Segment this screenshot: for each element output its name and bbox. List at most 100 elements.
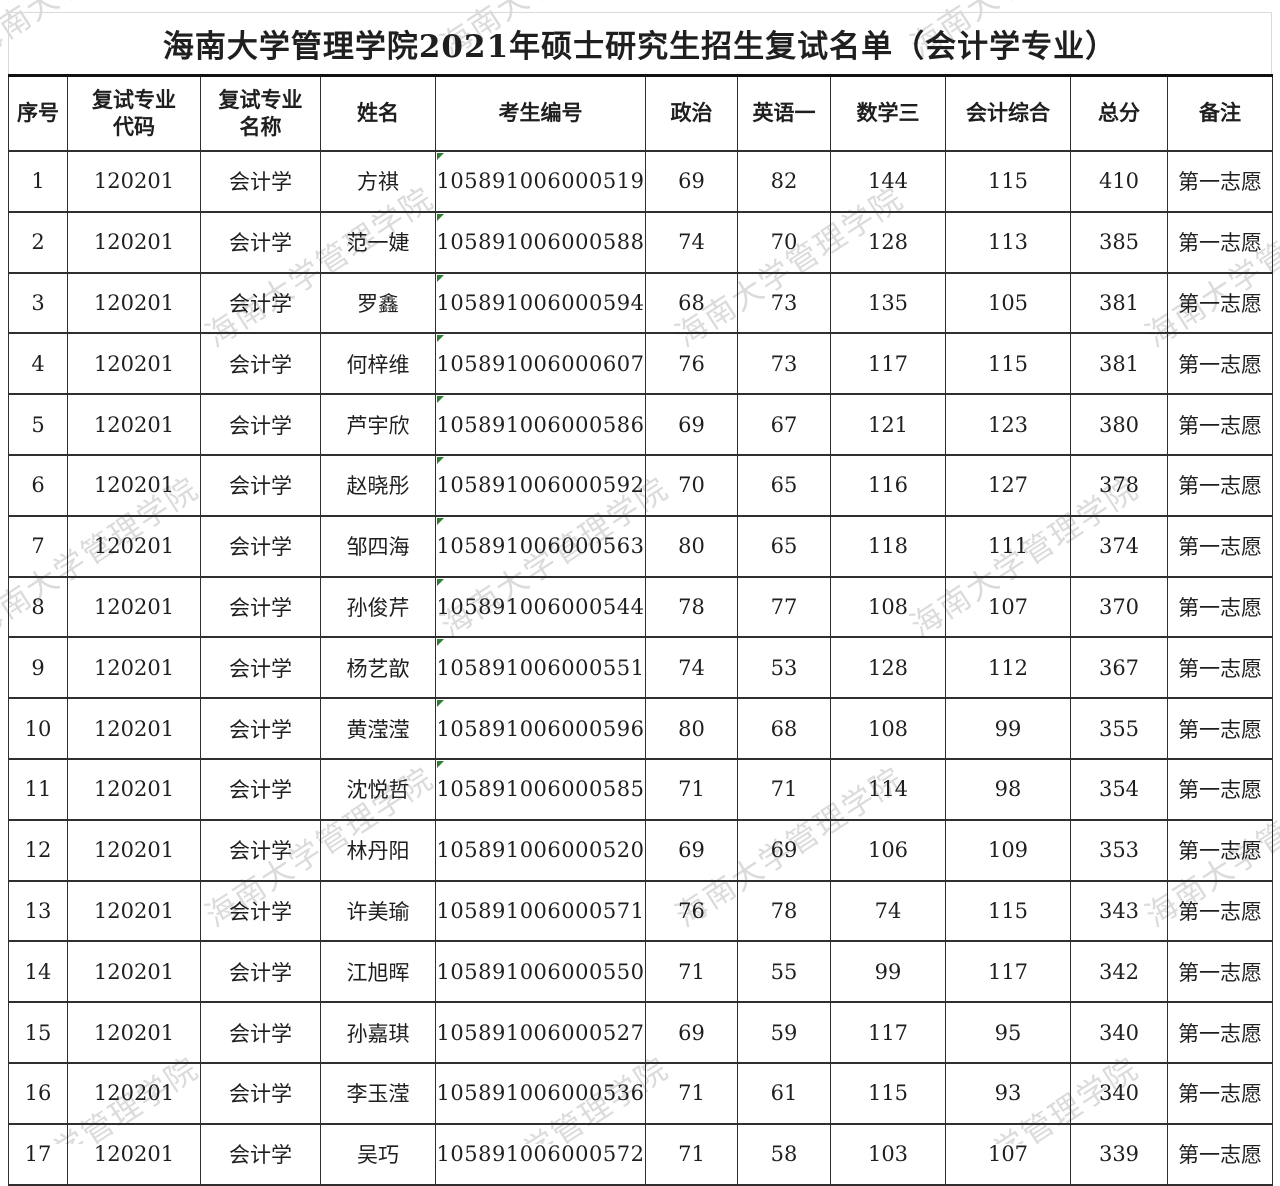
cell-code: 120201 bbox=[67, 940, 201, 1004]
cell-code: 120201 bbox=[67, 1001, 201, 1064]
cell-major: 会计学 bbox=[200, 150, 321, 213]
cell-english: 77 bbox=[737, 575, 831, 639]
cell-total: 353 bbox=[1070, 818, 1168, 882]
cell-politics: 71 bbox=[645, 1122, 738, 1186]
cell-remark: 第一志愿 bbox=[1167, 879, 1273, 943]
cell-name: 林丹阳 bbox=[320, 818, 436, 882]
cell-major: 会计学 bbox=[200, 393, 321, 456]
cell-no: 15 bbox=[8, 1001, 68, 1064]
table-row: 6 120201 会计学 赵晓彤 105891006000592 70 65 116 127 37… bbox=[8, 453, 1273, 517]
cell-code: 120201 bbox=[67, 697, 201, 760]
cell-politics: 74 bbox=[645, 636, 738, 700]
cell-accounting: 117 bbox=[945, 940, 1071, 1004]
cell-no: 10 bbox=[8, 697, 68, 760]
cell-politics: 69 bbox=[645, 150, 738, 213]
cell-name: 江旭晖 bbox=[320, 940, 436, 1004]
cell-id: 105891006000544 bbox=[435, 575, 646, 639]
table-row: 5 120201 会计学 芦宇欣 105891006000586 69 67 121 123 38… bbox=[8, 393, 1273, 456]
cell-remark: 第一志愿 bbox=[1167, 453, 1273, 517]
cell-no: 12 bbox=[8, 818, 68, 882]
cell-id: 105891006000550 bbox=[435, 940, 646, 1004]
cell-major: 会计学 bbox=[200, 332, 321, 396]
cell-english: 65 bbox=[737, 453, 831, 517]
cell-name: 许美瑜 bbox=[320, 879, 436, 943]
cell-math: 114 bbox=[830, 757, 946, 821]
cell-major: 会计学 bbox=[200, 210, 321, 274]
cell-english: 69 bbox=[737, 818, 831, 882]
cell-major: 会计学 bbox=[200, 575, 321, 639]
cell-accounting: 95 bbox=[945, 1001, 1071, 1064]
green-corner-marker-icon bbox=[437, 274, 444, 282]
header-english: 英语一 bbox=[737, 74, 831, 152]
cell-total: 343 bbox=[1070, 879, 1168, 943]
cell-politics: 78 bbox=[645, 575, 738, 639]
header-total: 总分 bbox=[1070, 74, 1168, 152]
cell-name: 赵晓彤 bbox=[320, 453, 436, 517]
cell-total: 380 bbox=[1070, 393, 1168, 456]
document-sheet: 海南大学管理学院2021年硕士研究生招生复试名单（会计学专业） 序号 复试专业 … bbox=[8, 12, 1273, 1186]
cell-english: 65 bbox=[737, 514, 831, 578]
cell-accounting: 123 bbox=[945, 393, 1071, 456]
header-math: 数学三 bbox=[830, 74, 946, 152]
cell-id: 105891006000607 bbox=[435, 332, 646, 396]
cell-major: 会计学 bbox=[200, 271, 321, 335]
cell-accounting: 107 bbox=[945, 575, 1071, 639]
cell-remark: 第一志愿 bbox=[1167, 697, 1273, 760]
header-serial: 序号 bbox=[8, 74, 68, 152]
cell-politics: 76 bbox=[645, 879, 738, 943]
cell-total: 367 bbox=[1070, 636, 1168, 700]
cell-id: 105891006000596 bbox=[435, 697, 646, 760]
cell-id: 105891006000588 bbox=[435, 210, 646, 274]
cell-total: 340 bbox=[1070, 1061, 1168, 1125]
cell-politics: 71 bbox=[645, 1061, 738, 1125]
cell-no: 9 bbox=[8, 636, 68, 700]
cell-code: 120201 bbox=[67, 514, 201, 578]
cell-accounting: 127 bbox=[945, 453, 1071, 517]
cell-english: 73 bbox=[737, 271, 831, 335]
cell-no: 4 bbox=[8, 332, 68, 396]
header-candidate-id: 考生编号 bbox=[435, 74, 646, 152]
cell-english: 68 bbox=[737, 697, 831, 760]
cell-name: 沈悦哲 bbox=[320, 757, 436, 821]
cell-english: 61 bbox=[737, 1061, 831, 1125]
cell-major: 会计学 bbox=[200, 940, 321, 1004]
cell-math: 135 bbox=[830, 271, 946, 335]
cell-no: 16 bbox=[8, 1061, 68, 1125]
cell-no: 6 bbox=[8, 453, 68, 517]
cell-remark: 第一志愿 bbox=[1167, 940, 1273, 1004]
cell-name: 孙俊芹 bbox=[320, 575, 436, 639]
cell-accounting: 115 bbox=[945, 879, 1071, 943]
table-row: 8 120201 会计学 孙俊芹 105891006000544 78 77 108 107 37… bbox=[8, 575, 1273, 639]
cell-code: 120201 bbox=[67, 636, 201, 700]
cell-name: 方祺 bbox=[320, 150, 436, 213]
cell-english: 78 bbox=[737, 879, 831, 943]
table-row: 7 120201 会计学 邹四海 105891006000563 80 65 118 111 37… bbox=[8, 514, 1273, 578]
cell-major: 会计学 bbox=[200, 757, 321, 821]
cell-english: 82 bbox=[737, 150, 831, 213]
cell-no: 13 bbox=[8, 879, 68, 943]
cell-accounting: 111 bbox=[945, 514, 1071, 578]
cell-remark: 第一志愿 bbox=[1167, 818, 1273, 882]
cell-politics: 74 bbox=[645, 210, 738, 274]
green-corner-marker-icon bbox=[437, 700, 444, 708]
cell-id: 105891006000572 bbox=[435, 1122, 646, 1186]
cell-politics: 71 bbox=[645, 940, 738, 1004]
table-header-row: 序号 复试专业 代码 复试专业 名称 姓名 考生编号 政治 英语一 数学三 会计… bbox=[8, 74, 1273, 152]
cell-english: 55 bbox=[737, 940, 831, 1004]
cell-politics: 80 bbox=[645, 697, 738, 760]
cell-politics: 70 bbox=[645, 453, 738, 517]
cell-accounting: 112 bbox=[945, 636, 1071, 700]
cell-id: 105891006000594 bbox=[435, 271, 646, 335]
cell-no: 11 bbox=[8, 757, 68, 821]
cell-remark: 第一志愿 bbox=[1167, 1061, 1273, 1125]
cell-no: 1 bbox=[8, 150, 68, 213]
cell-major: 会计学 bbox=[200, 1122, 321, 1186]
cell-math: 115 bbox=[830, 1061, 946, 1125]
table-row: 9 120201 会计学 杨艺歆 105891006000551 74 53 128 112 36… bbox=[8, 636, 1273, 700]
cell-major: 会计学 bbox=[200, 453, 321, 517]
cell-id: 105891006000536 bbox=[435, 1061, 646, 1125]
cell-code: 120201 bbox=[67, 575, 201, 639]
cell-remark: 第一志愿 bbox=[1167, 636, 1273, 700]
cell-remark: 第一志愿 bbox=[1167, 150, 1273, 213]
green-corner-marker-icon bbox=[437, 639, 444, 647]
